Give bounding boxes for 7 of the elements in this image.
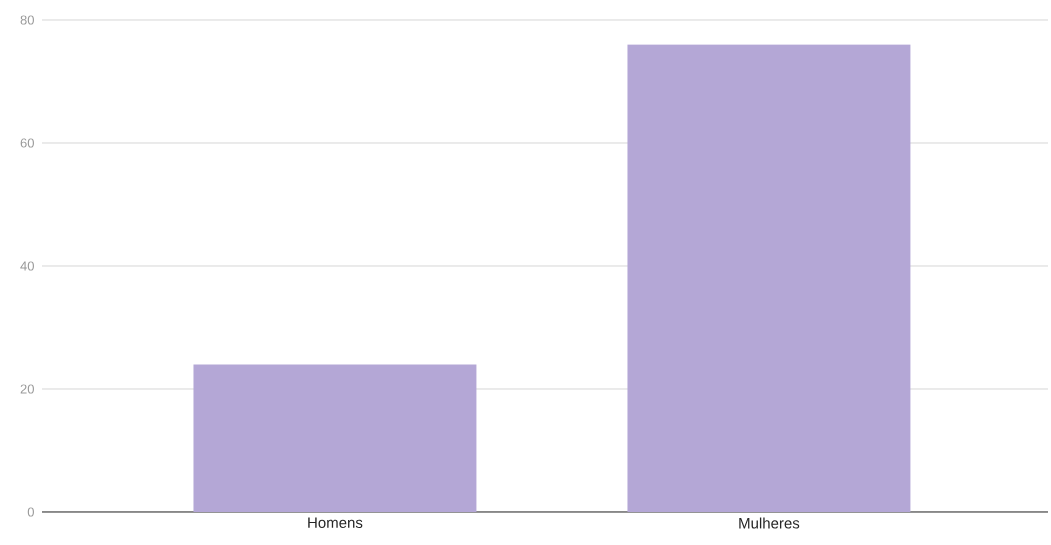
y-tick-label: 40 xyxy=(20,261,34,271)
y-tick-label: 20 xyxy=(20,384,34,394)
x-tick-label: Homens xyxy=(308,517,363,528)
y-tick-label: 80 xyxy=(20,15,34,25)
y-tick-label: 60 xyxy=(20,138,34,148)
y-tick-label: 0 xyxy=(27,507,34,517)
x-tick-label: Mulheres xyxy=(739,517,800,529)
